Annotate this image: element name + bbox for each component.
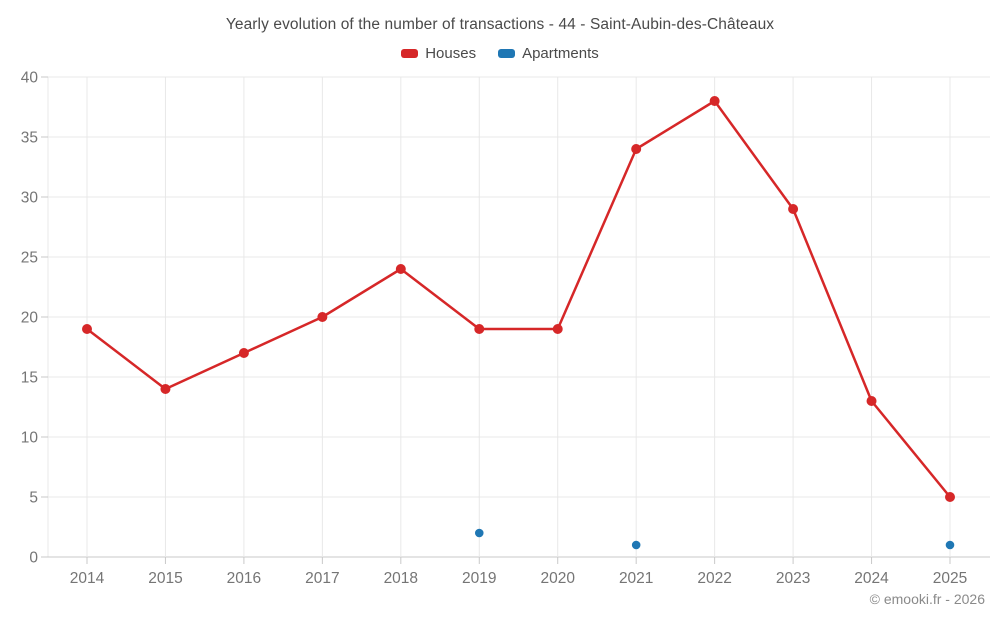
- x-tick-label: 2025: [933, 570, 967, 587]
- y-tick-label: 10: [21, 430, 39, 447]
- x-tick-label: 2020: [540, 570, 575, 587]
- chart-title: Yearly evolution of the number of transa…: [225, 16, 775, 33]
- legend-label-houses: Houses: [425, 45, 477, 62]
- legend-label-apartments: Apartments: [522, 45, 599, 62]
- houses-series-swatch-icon: [401, 49, 419, 58]
- x-tick-label: 2017: [305, 570, 339, 587]
- x-tick-label: 2014: [70, 570, 105, 587]
- houses-marker[interactable]: [631, 144, 642, 154]
- houses-marker[interactable]: [709, 96, 720, 106]
- houses-marker[interactable]: [317, 312, 328, 322]
- houses-marker[interactable]: [552, 324, 563, 334]
- houses-marker[interactable]: [238, 348, 249, 358]
- x-tick-label: 2023: [776, 570, 810, 587]
- y-tick-label: 5: [29, 490, 38, 507]
- legend-item-apartments[interactable]: Apartments: [498, 45, 599, 62]
- x-tick-label: 2024: [854, 570, 889, 587]
- houses-marker[interactable]: [82, 324, 92, 334]
- y-tick-label: 25: [21, 250, 38, 267]
- copyright: © emooki.fr - 2026: [869, 591, 985, 607]
- apartments-series-swatch-icon: [498, 49, 516, 58]
- legend-item-houses[interactable]: Houses: [401, 45, 476, 62]
- x-tick-label: 2019: [462, 570, 496, 587]
- y-tick-label: 15: [21, 370, 38, 387]
- y-tick-label: 35: [21, 130, 38, 147]
- houses-marker[interactable]: [160, 384, 171, 394]
- houses-marker[interactable]: [474, 324, 485, 334]
- houses-marker[interactable]: [788, 204, 799, 214]
- legend: Houses Apartments: [0, 45, 1000, 62]
- houses-marker[interactable]: [945, 492, 955, 502]
- x-tick-label: 2016: [227, 570, 261, 587]
- y-tick-label: 40: [21, 70, 39, 87]
- apartments-marker[interactable]: [474, 528, 484, 538]
- x-tick-label: 2015: [148, 570, 182, 587]
- y-tick-label: 30: [21, 190, 39, 207]
- x-tick-label: 2021: [619, 570, 653, 587]
- houses-marker[interactable]: [866, 396, 877, 406]
- x-tick-label: 2022: [697, 570, 731, 587]
- apartments-marker[interactable]: [945, 540, 955, 550]
- houses-line: [85, 99, 952, 499]
- y-tick-label: 0: [29, 550, 38, 567]
- x-tick-label: 2018: [384, 570, 418, 587]
- apartments-marker[interactable]: [631, 540, 641, 550]
- houses-marker[interactable]: [395, 264, 406, 274]
- y-tick-label: 20: [21, 310, 39, 327]
